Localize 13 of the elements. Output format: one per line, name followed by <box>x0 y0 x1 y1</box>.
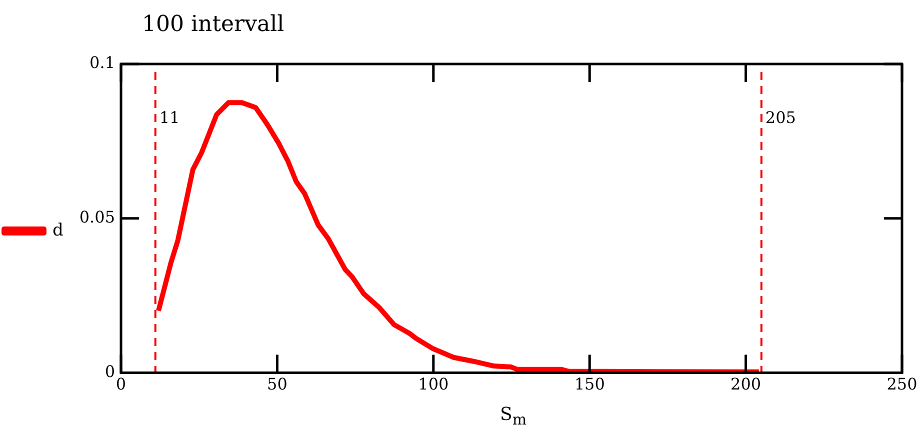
y-tick-label: 0.1 <box>90 53 116 72</box>
x-tick-label: 50 <box>267 374 288 394</box>
chart-title: 100 intervall <box>142 12 284 37</box>
ref-line-label: 11 <box>159 108 180 128</box>
legend-label: d <box>52 220 64 240</box>
ref-line-label: 205 <box>765 108 796 128</box>
x-tick-label: 250 <box>886 374 918 394</box>
x-tick-label: 150 <box>574 374 605 394</box>
x-tick-label: 100 <box>418 374 449 394</box>
x-tick-label: 200 <box>730 374 762 394</box>
y-tick-label: 0 <box>104 362 116 381</box>
y-tick-label: 0.05 <box>79 208 116 227</box>
x-axis-title: S$_{m}$ <box>500 404 527 429</box>
